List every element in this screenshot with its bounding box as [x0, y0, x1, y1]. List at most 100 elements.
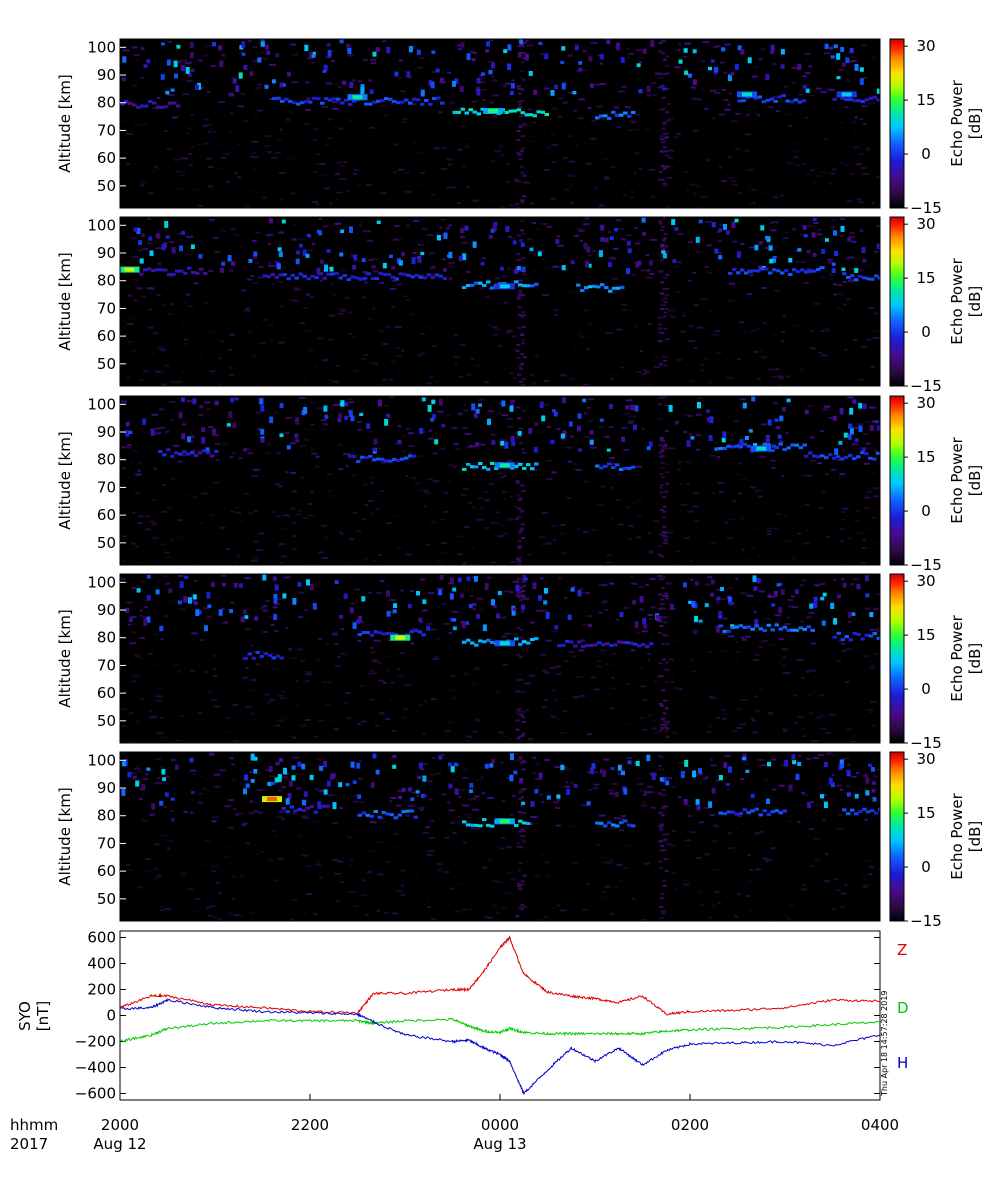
noise-cell [176, 381, 183, 384]
upper-echo-cell [260, 41, 265, 47]
noise-cell [668, 447, 676, 450]
noise-cell [679, 483, 684, 485]
noise-cell [448, 335, 455, 338]
noise-cell [756, 489, 763, 492]
noise-cell [846, 728, 853, 731]
echo-layer-cell [183, 271, 188, 275]
noise-cell [214, 785, 221, 788]
noise-cell [505, 517, 509, 520]
noise-cell [378, 554, 383, 556]
noise-cell [163, 575, 169, 578]
noise-cell [258, 532, 265, 535]
noise-cell [839, 788, 844, 791]
noise-cell [164, 908, 172, 911]
upper-echo-cell [639, 596, 644, 603]
noise-cell [304, 523, 308, 526]
echo-layer-cell [806, 625, 811, 629]
noise-cell [318, 337, 324, 340]
noise-cell [307, 249, 314, 252]
noise-cell [238, 457, 243, 460]
noise-cell [500, 906, 507, 909]
echo-layer-cell [266, 275, 271, 278]
noise-cell [683, 431, 687, 433]
upper-echo-cell [875, 420, 879, 424]
noise-cell [210, 869, 217, 872]
echo-layer-cell [163, 268, 168, 272]
colorbar-tick-label: −15 [910, 556, 942, 574]
upper-echo-cell [829, 46, 834, 50]
noise-cell [358, 580, 365, 583]
noise-cell [849, 59, 856, 62]
noise-streak-cell [518, 907, 523, 910]
upper-echo-cell [865, 593, 870, 598]
upper-echo-cell [316, 267, 321, 275]
noise-cell [353, 370, 359, 373]
noise-cell [300, 724, 308, 727]
noise-cell [630, 649, 636, 652]
noise-cell [126, 427, 131, 430]
colorbar-tick-label: 30 [916, 215, 935, 233]
noise-cell [151, 413, 158, 416]
echo-layer-cell [400, 100, 405, 104]
noise-streak-cell [662, 712, 667, 715]
noise-cell [783, 875, 789, 877]
noise-cell [313, 735, 320, 738]
heatmap-cells [120, 574, 880, 743]
echo-layer-cell [346, 278, 351, 281]
noise-cell [675, 290, 681, 293]
noise-cell [869, 628, 875, 631]
noise-cell [463, 673, 470, 676]
noise-cell [329, 181, 335, 184]
noise-cell [342, 83, 348, 86]
noise-cell [824, 405, 831, 408]
noise-cell [636, 515, 643, 518]
upper-echo-cell [238, 72, 243, 79]
noise-cell [242, 822, 249, 825]
noise-cell [268, 324, 274, 327]
noise-cell [692, 88, 696, 90]
noise-cell [393, 833, 400, 835]
echo-layer-cell [182, 450, 187, 454]
upper-echo-cell [833, 44, 838, 49]
noise-cell [839, 474, 847, 477]
noise-cell [546, 542, 552, 545]
noise-cell [525, 860, 530, 863]
noise-cell [231, 763, 236, 766]
noise-cell [858, 269, 865, 272]
noise-cell [574, 234, 580, 237]
noise-cell [874, 653, 878, 655]
upper-echo-cell [431, 50, 436, 54]
noise-cell [299, 322, 305, 325]
echo-layer-cell [522, 284, 527, 288]
noise-cell [450, 347, 457, 350]
noise-cell [338, 83, 343, 86]
noise-cell [326, 82, 333, 85]
noise-cell [647, 614, 654, 616]
noise-cell [378, 712, 385, 715]
noise-cell [567, 54, 573, 57]
noise-cell [661, 445, 668, 448]
upper-echo-cell [146, 595, 151, 601]
upper-echo-cell [523, 577, 528, 581]
noise-cell [231, 228, 236, 231]
upper-echo-cell [324, 264, 328, 272]
noise-cell [787, 605, 795, 608]
noise-cell [296, 513, 302, 516]
upper-echo-cell [512, 240, 517, 245]
noise-cell [210, 514, 215, 517]
noise-cell [415, 880, 420, 883]
echo-layer-cell [518, 283, 523, 287]
noise-cell [665, 777, 673, 780]
echo-layer-cell [615, 463, 620, 467]
noise-cell [143, 370, 149, 373]
noise-streak-cell [661, 910, 666, 913]
noise-cell [866, 148, 871, 151]
noise-streak-cell [661, 96, 666, 99]
noise-cell [428, 437, 434, 440]
noise-cell [431, 265, 436, 268]
noise-cell [604, 178, 610, 180]
bright-echo-spot [488, 109, 499, 113]
noise-streak-cell [664, 404, 669, 407]
echo-layer-cell [777, 95, 782, 99]
noise-cell [472, 608, 477, 611]
